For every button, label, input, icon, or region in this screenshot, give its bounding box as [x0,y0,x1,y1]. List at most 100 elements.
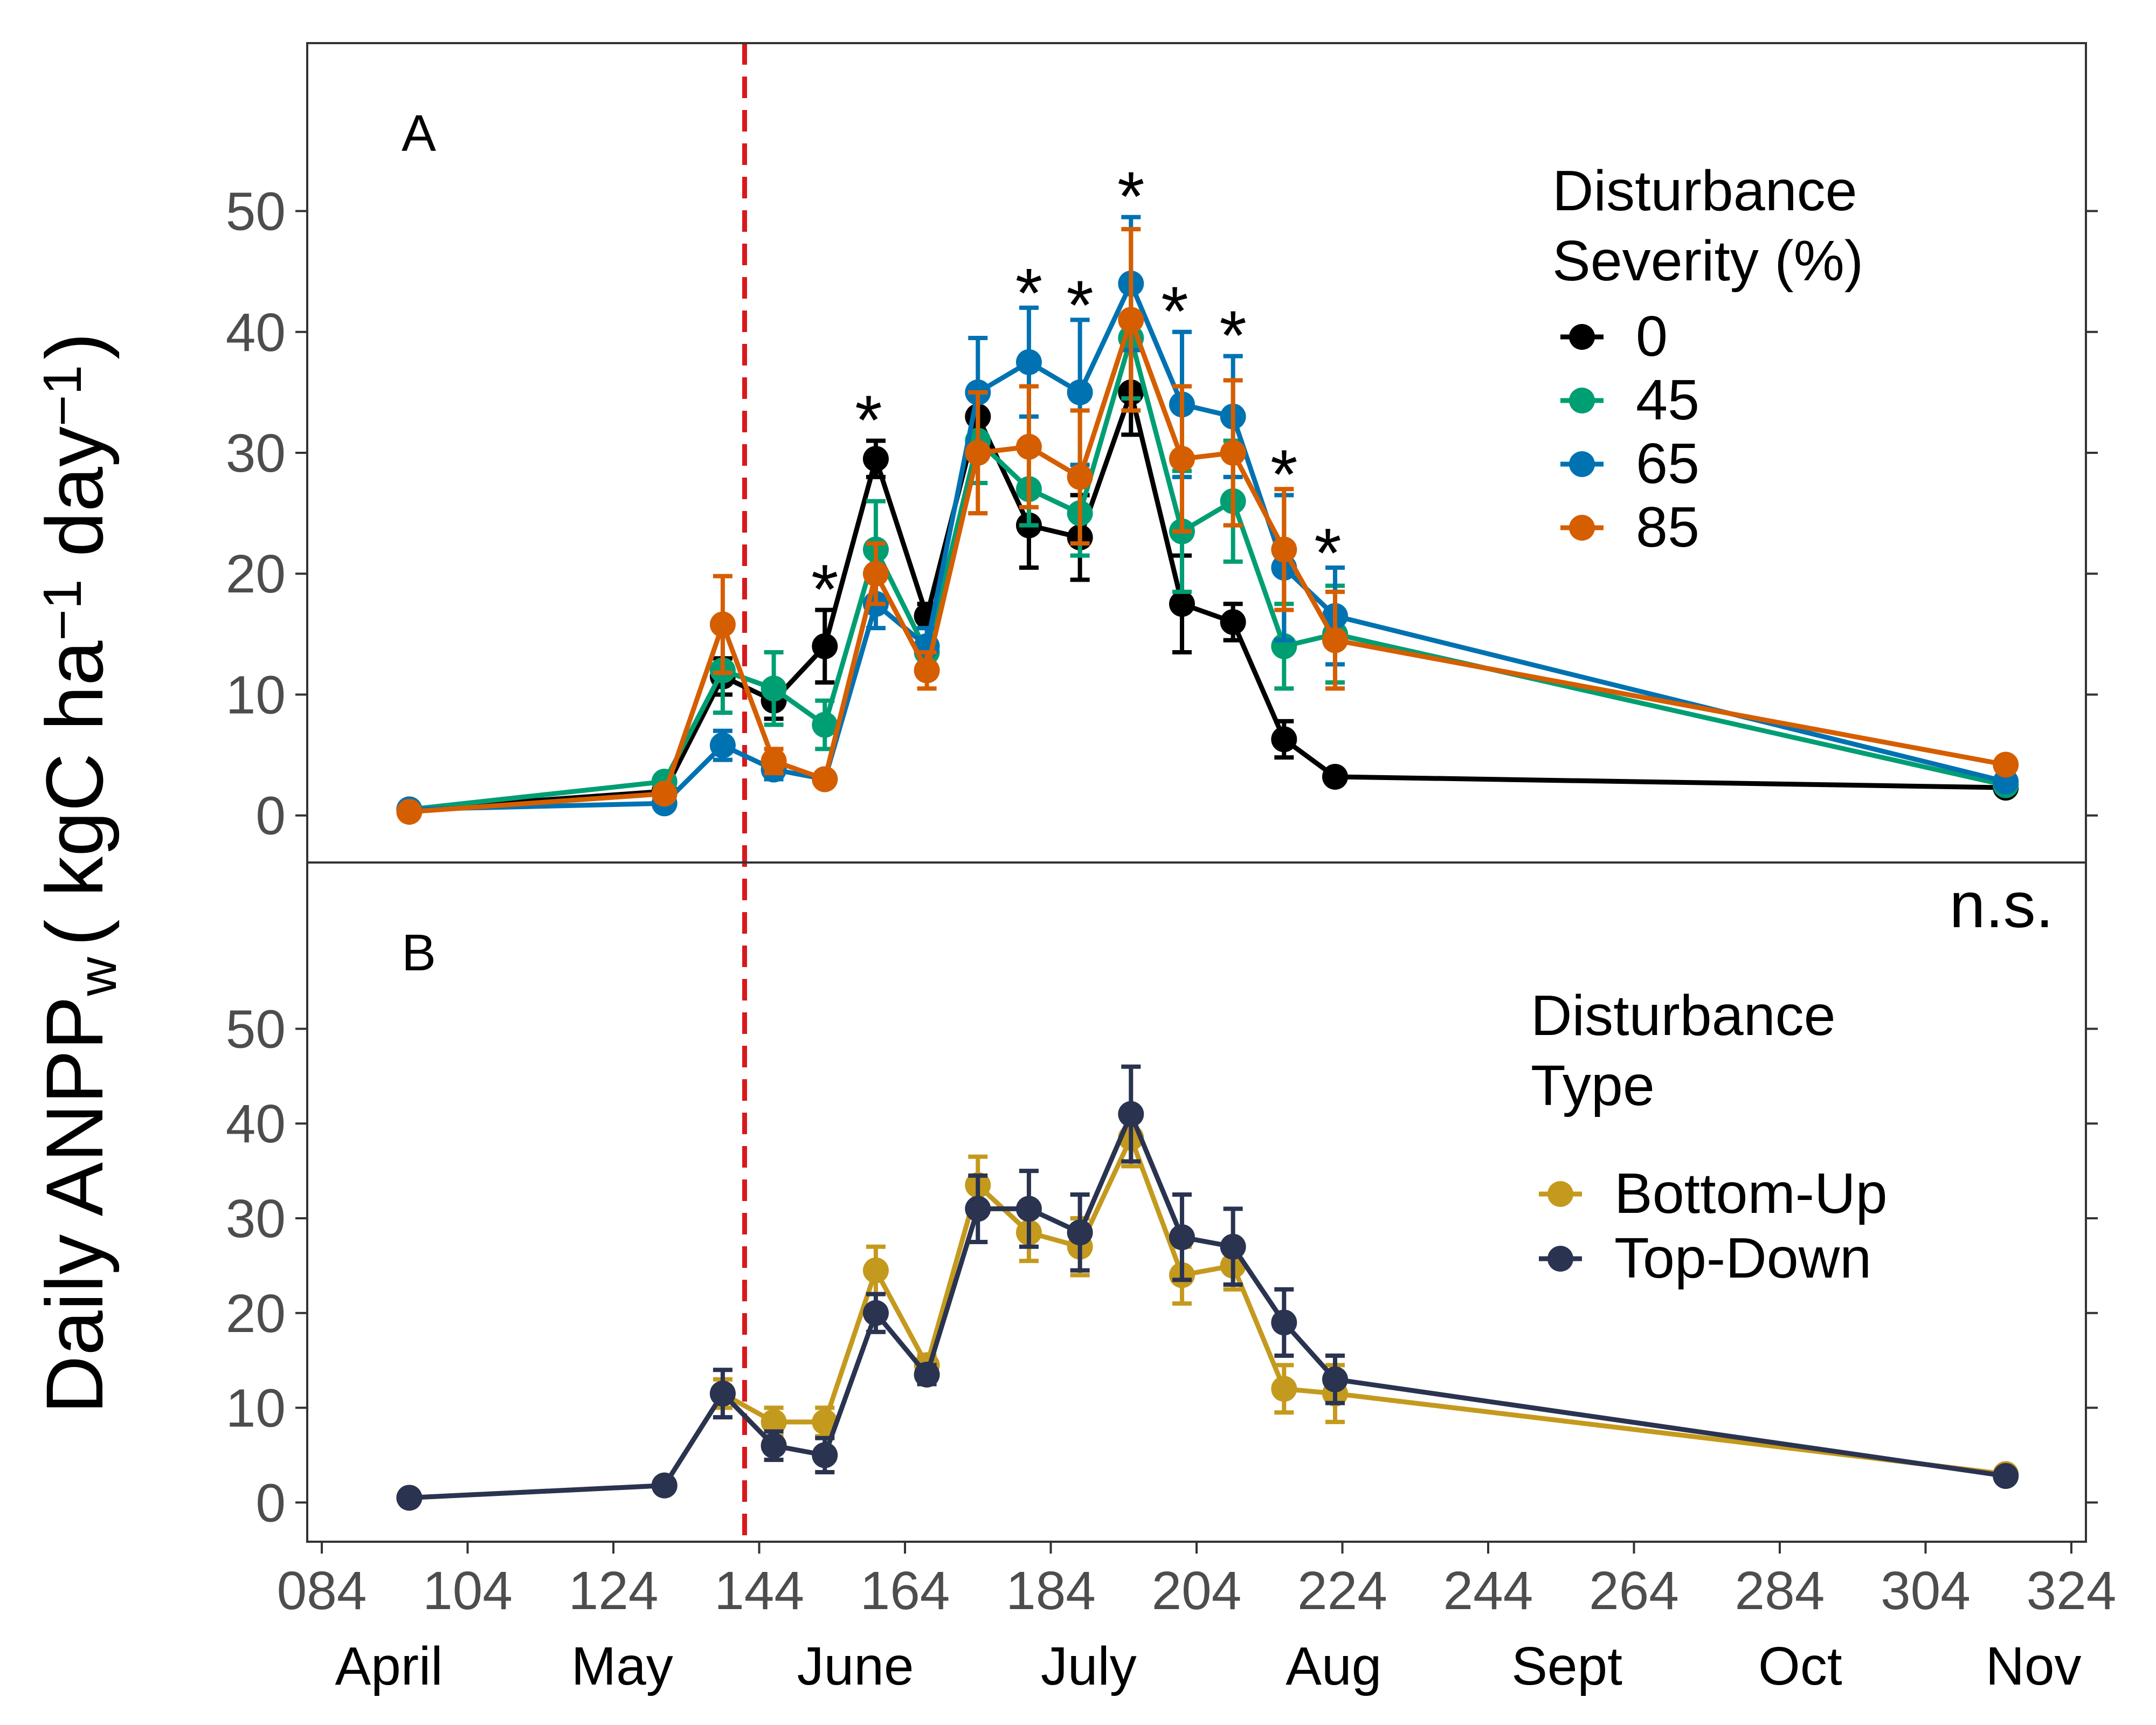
data-point [1220,440,1246,466]
y-axis-label-part: −1 [32,365,93,426]
y-axis-label: Daily ANPPw( kgC ha−1 day−1) [29,333,128,1414]
significance-star: * [1270,435,1298,514]
legend-title: Type [1531,1054,1655,1117]
data-point [1067,1219,1093,1246]
data-point [1271,726,1297,753]
y-tick-label: 20 [226,544,286,604]
data-point [862,561,889,587]
data-point [1220,609,1246,635]
legend-key-point [1569,324,1595,350]
data-point [862,446,889,472]
data-point [812,1409,838,1435]
legend-label: 45 [1636,368,1699,432]
y-axis-label-part: Daily ANPP [29,996,120,1414]
data-point [1015,349,1042,375]
x-tick-label: 144 [714,1561,804,1621]
y-tick-label: 0 [255,786,286,846]
legend-key-point [1569,451,1595,477]
month-label: May [571,1636,673,1696]
panel-letter: A [402,105,436,162]
data-point [761,1432,787,1459]
data-point [1993,751,2019,778]
data-point [1015,1196,1042,1222]
data-point [914,657,940,684]
y-tick-label: 20 [226,1284,286,1344]
month-label: Sept [1511,1636,1622,1696]
data-point [1169,446,1195,472]
data-point [812,633,838,659]
x-tick-label: 184 [1006,1561,1096,1621]
x-tick-label: 284 [1735,1561,1825,1621]
y-axis-label-part: day [29,426,120,579]
x-tick-label: 324 [2027,1561,2117,1621]
legend-label: Top-Down [1614,1226,1871,1290]
significance-star: * [855,381,882,459]
month-label: June [797,1636,914,1696]
data-point [709,1381,736,1407]
significance-star: * [811,550,839,629]
data-point [396,799,423,825]
significance-star: * [1161,272,1188,350]
data-point [812,712,838,738]
data-point [862,1257,889,1284]
series-line [409,317,2007,815]
x-tick-label: 164 [860,1561,950,1621]
series-top-down [396,1064,2019,1511]
legend-label: 65 [1636,432,1699,495]
data-point [1169,591,1195,617]
legend-title: Disturbance [1531,984,1836,1047]
data-point [1322,763,1348,790]
data-point [761,1409,787,1435]
data-point [1067,464,1093,490]
data-point [709,732,736,758]
data-point [1322,1366,1348,1392]
data-point [965,1196,991,1222]
data-point [1322,627,1348,653]
month-label: Nov [1986,1636,2082,1696]
significance-annotation: n.s. [1950,869,2054,941]
data-point [709,611,736,638]
data-point [1169,1224,1195,1251]
panels-layer: A*** *** ***Bn.s. [306,42,2087,1543]
series-line [409,1112,2006,1500]
y-tick-label: 40 [226,302,286,363]
legend-key-point [1547,1181,1573,1207]
significance-star: * [1314,514,1342,592]
series-85 [396,227,2019,825]
data-point [1118,307,1144,333]
legend-label: Bottom-Up [1614,1162,1888,1225]
x-tick-label: 084 [277,1561,367,1621]
data-point [1118,1101,1144,1127]
significance-star: * [1117,157,1145,236]
month-label: Aug [1286,1636,1381,1696]
y-axis-label-part: w [67,957,128,997]
x-tick-label: 124 [569,1561,659,1621]
y-tick-label: 30 [226,423,286,484]
data-point [812,766,838,792]
legend-title: Disturbance [1552,159,1857,223]
legend-label: 85 [1636,495,1699,559]
data-point [1271,1376,1297,1402]
x-tick-label: 244 [1443,1561,1533,1621]
series-line [409,335,2007,812]
legend-key-point [1569,515,1595,541]
data-point [1067,379,1093,405]
y-tick-label: 50 [226,999,286,1059]
data-point [965,440,991,466]
data-point [862,1300,889,1326]
y-axis-label-part: ) [29,333,120,360]
data-point [1993,1463,2019,1489]
data-point [651,1472,678,1499]
significance-star: * [1219,296,1247,375]
data-point [761,675,787,702]
x-tick-label: 204 [1152,1561,1242,1621]
data-point [914,1362,940,1388]
x-tick-label: 104 [423,1561,513,1621]
data-point [1015,433,1042,460]
y-tick-label: 40 [226,1094,286,1154]
